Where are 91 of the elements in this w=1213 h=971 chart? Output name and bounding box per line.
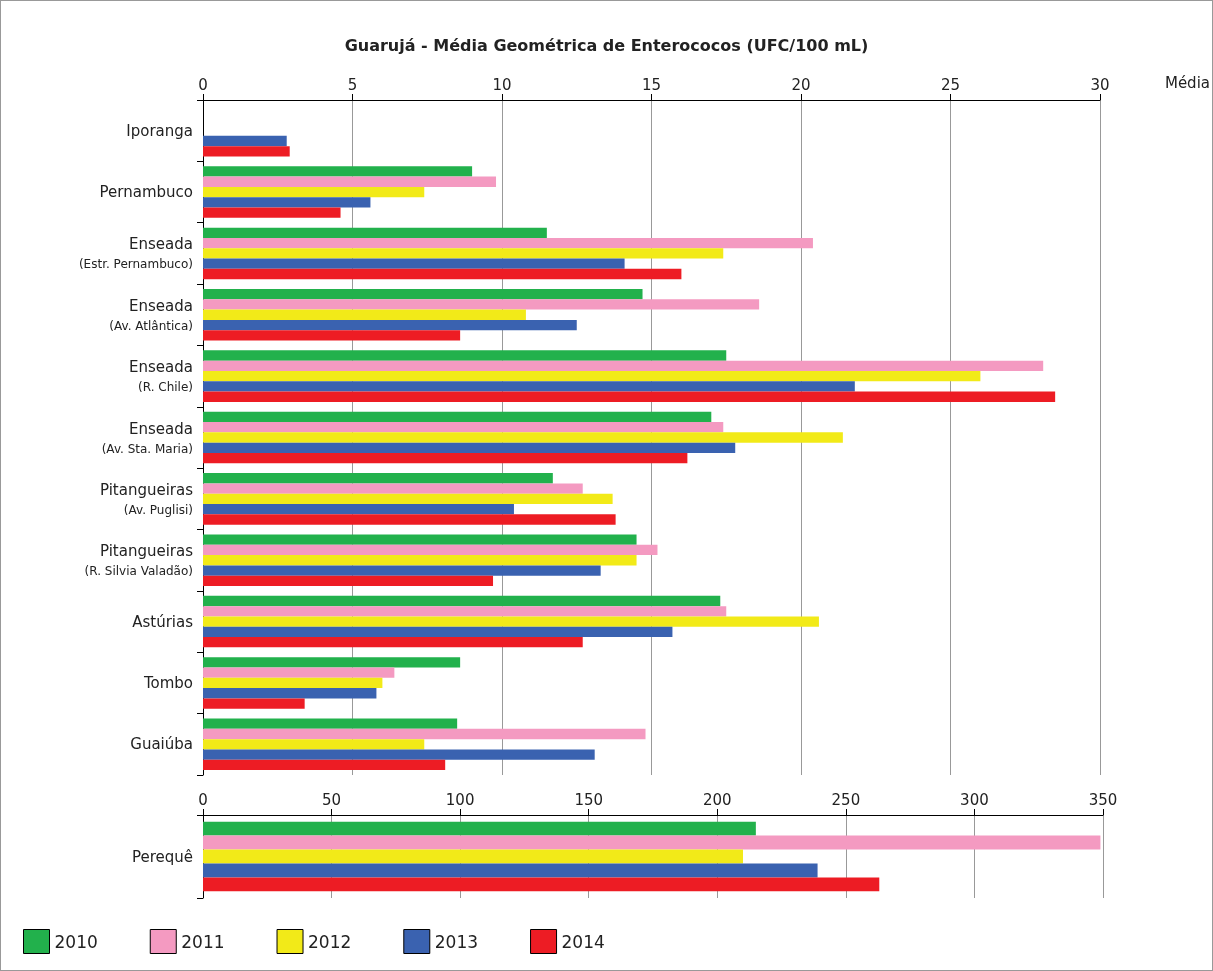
bar bbox=[203, 258, 625, 269]
y-tick-label: Enseada (Av. Atlântica) bbox=[109, 296, 193, 333]
bar bbox=[203, 849, 743, 864]
y-tick-label: Enseada (Estr. Pernambuco) bbox=[78, 235, 193, 272]
bar bbox=[203, 299, 760, 310]
bar bbox=[203, 555, 637, 566]
bar bbox=[203, 381, 855, 392]
bar bbox=[203, 534, 637, 545]
chart-title: Guarujá - Média Geométrica de Enterococos (UFC/100 mL) bbox=[344, 35, 869, 55]
bar bbox=[203, 504, 514, 515]
legend-label: 2012 bbox=[308, 931, 352, 952]
legend-label: 2010 bbox=[54, 931, 98, 952]
x-tick-label: 0 bbox=[198, 75, 208, 94]
bar bbox=[203, 370, 981, 382]
x-tick-label: 20 bbox=[791, 75, 811, 94]
x-tick-label: 15 bbox=[641, 75, 662, 94]
x-tick-label: 300 bbox=[960, 790, 989, 809]
bar bbox=[203, 391, 1056, 402]
bar bbox=[203, 166, 473, 177]
bar bbox=[203, 268, 682, 280]
bar bbox=[203, 309, 526, 320]
bar bbox=[203, 863, 818, 878]
bar bbox=[203, 595, 721, 607]
bar bbox=[203, 688, 377, 699]
x-tick-label: 25 bbox=[940, 75, 961, 94]
bar bbox=[203, 422, 724, 433]
bar bbox=[203, 749, 595, 760]
y-tick-label: Guaiúba bbox=[130, 735, 193, 754]
bar bbox=[203, 821, 756, 836]
bar bbox=[203, 411, 712, 423]
bar bbox=[203, 289, 643, 300]
y-tick-label: Astúrias bbox=[132, 612, 194, 631]
x-tick-label: 100 bbox=[445, 790, 475, 809]
legend-label: 2014 bbox=[561, 931, 605, 952]
bar bbox=[203, 616, 819, 627]
y-tick-label: Pernambuco bbox=[99, 183, 193, 202]
bar bbox=[203, 657, 461, 668]
y-tick-label: Enseada (Av. Sta. Maria) bbox=[101, 419, 193, 456]
bar bbox=[203, 350, 727, 361]
bar bbox=[203, 667, 395, 678]
bar bbox=[203, 135, 287, 147]
bar bbox=[203, 739, 425, 750]
x-tick-label: 200 bbox=[702, 790, 732, 809]
bar bbox=[203, 759, 446, 771]
bar bbox=[203, 626, 673, 638]
bar bbox=[203, 237, 813, 249]
x-tick-label: 10 bbox=[492, 75, 512, 94]
x-tick-label: 5 bbox=[347, 75, 358, 94]
bar bbox=[203, 197, 371, 208]
bar bbox=[203, 677, 383, 689]
x-axis-title: Média bbox=[1164, 73, 1210, 92]
x-tick-label: 150 bbox=[574, 790, 604, 809]
bar bbox=[203, 514, 616, 525]
bar bbox=[203, 483, 583, 494]
bar bbox=[203, 186, 425, 198]
bar bbox=[203, 544, 658, 556]
bar bbox=[203, 877, 880, 892]
bar bbox=[203, 835, 1101, 850]
bar bbox=[203, 728, 646, 740]
bar bbox=[203, 575, 494, 586]
bar bbox=[203, 698, 305, 709]
bar bbox=[203, 493, 613, 505]
bar bbox=[203, 248, 724, 259]
y-tick-label: Iporanga bbox=[126, 121, 193, 140]
y-tick-label: Pitangueiras (Av. Puglisi) bbox=[99, 480, 194, 517]
bar bbox=[203, 718, 458, 729]
bar bbox=[203, 207, 341, 218]
bar bbox=[203, 227, 547, 238]
legend-label: 2013 bbox=[434, 931, 479, 952]
bar bbox=[203, 432, 843, 443]
bar bbox=[203, 176, 497, 187]
bar bbox=[203, 565, 601, 576]
bar bbox=[203, 146, 290, 157]
x-tick-label: 0 bbox=[198, 790, 208, 809]
x-tick-label: 50 bbox=[322, 790, 342, 809]
bar bbox=[203, 442, 736, 453]
y-tick-label: Enseada (R. Chile) bbox=[129, 358, 193, 395]
bar bbox=[203, 606, 727, 617]
bar bbox=[203, 637, 583, 648]
x-tick-label: 350 bbox=[1088, 790, 1118, 809]
y-tick-label: Tombo bbox=[142, 673, 193, 692]
x-tick-label: 30 bbox=[1090, 75, 1110, 94]
bar bbox=[203, 330, 461, 341]
bar bbox=[203, 452, 688, 464]
bar bbox=[203, 319, 577, 331]
bar bbox=[203, 473, 553, 484]
y-tick-label: Pitangueiras (R. Silvia Valadão) bbox=[84, 542, 194, 579]
x-tick-label: 250 bbox=[831, 790, 861, 809]
bar bbox=[203, 360, 1044, 371]
legend-label: 2011 bbox=[181, 931, 225, 952]
y-tick-label: Perequê bbox=[131, 847, 193, 866]
